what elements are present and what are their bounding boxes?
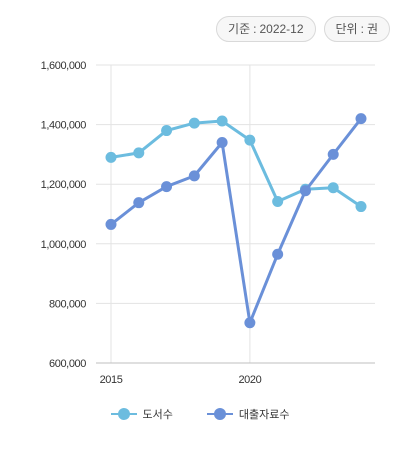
basis-separator: : (253, 22, 257, 36)
data-point[interactable] (216, 115, 228, 127)
y-tick-label: 1,600,000 (41, 60, 87, 72)
chart-legend: 도서수 대출자료수 (0, 406, 400, 422)
data-point[interactable] (105, 218, 117, 230)
legend-swatch (110, 408, 137, 420)
grid-layer (96, 64, 375, 364)
basis-badge: 기준:2022-12 (216, 16, 316, 42)
data-point[interactable] (272, 195, 284, 207)
data-point[interactable] (355, 113, 367, 125)
y-tick-label: 1,400,000 (41, 120, 87, 132)
data-point[interactable] (188, 117, 200, 129)
legend-label: 도서수 (142, 409, 173, 421)
unit-value: 권 (366, 22, 378, 36)
data-point[interactable] (188, 170, 200, 182)
legend-label: 대출자료수 (238, 409, 290, 421)
y-tick-label: 600,000 (49, 358, 86, 370)
chart-badges: 기준:2022-12 단위: 권 (216, 16, 390, 42)
unit-badge: 단위: 권 (323, 16, 390, 42)
data-point[interactable] (133, 147, 145, 159)
data-point[interactable] (161, 125, 173, 137)
data-point[interactable] (272, 248, 284, 260)
x-tick-label: 2015 (100, 374, 123, 386)
series-line (109, 119, 363, 209)
basis-label: 기준 (228, 22, 251, 36)
data-point[interactable] (299, 185, 311, 197)
data-point[interactable] (216, 136, 228, 148)
data-point[interactable] (327, 182, 339, 194)
series-line (109, 117, 363, 325)
data-point[interactable] (133, 197, 145, 209)
unit-label: 단위 (335, 22, 358, 36)
series-layer (105, 113, 367, 329)
basis-value: 2022-12 (259, 22, 304, 36)
legend-item-1[interactable]: 도서수 (110, 406, 173, 422)
legend-swatch (206, 408, 233, 420)
data-point[interactable] (244, 317, 256, 329)
y-tick-label: 800,000 (49, 298, 86, 310)
data-point[interactable] (327, 148, 339, 160)
data-point[interactable] (161, 181, 173, 193)
unit-separator: : (360, 22, 364, 36)
x-tick-label: 2020 (238, 374, 261, 386)
axis-labels: 600,000 800,000 1,000,000 1,200,000 1,400,00… (41, 60, 262, 386)
y-tick-label: 1,000,000 (41, 239, 87, 251)
data-point[interactable] (105, 151, 117, 163)
y-tick-label: 1,200,000 (41, 179, 87, 191)
legend-item-2[interactable]: 대출자료수 (206, 406, 290, 422)
data-point[interactable] (355, 201, 367, 213)
data-point[interactable] (244, 134, 256, 146)
series-2 (105, 113, 367, 329)
